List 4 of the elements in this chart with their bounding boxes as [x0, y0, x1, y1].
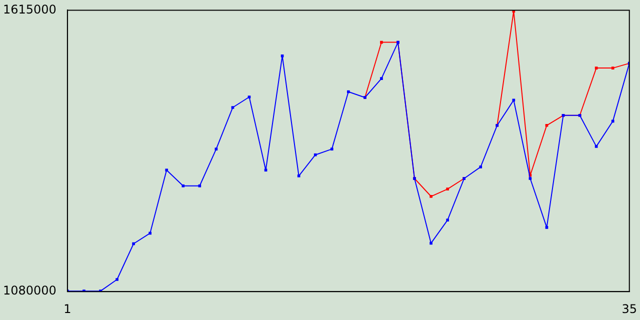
- x-tick-label: 1: [64, 302, 72, 316]
- y-tick-label: 1080000: [2, 284, 56, 298]
- x-tick-label: 35: [622, 302, 638, 316]
- y-tick-label: 1615000: [2, 2, 56, 16]
